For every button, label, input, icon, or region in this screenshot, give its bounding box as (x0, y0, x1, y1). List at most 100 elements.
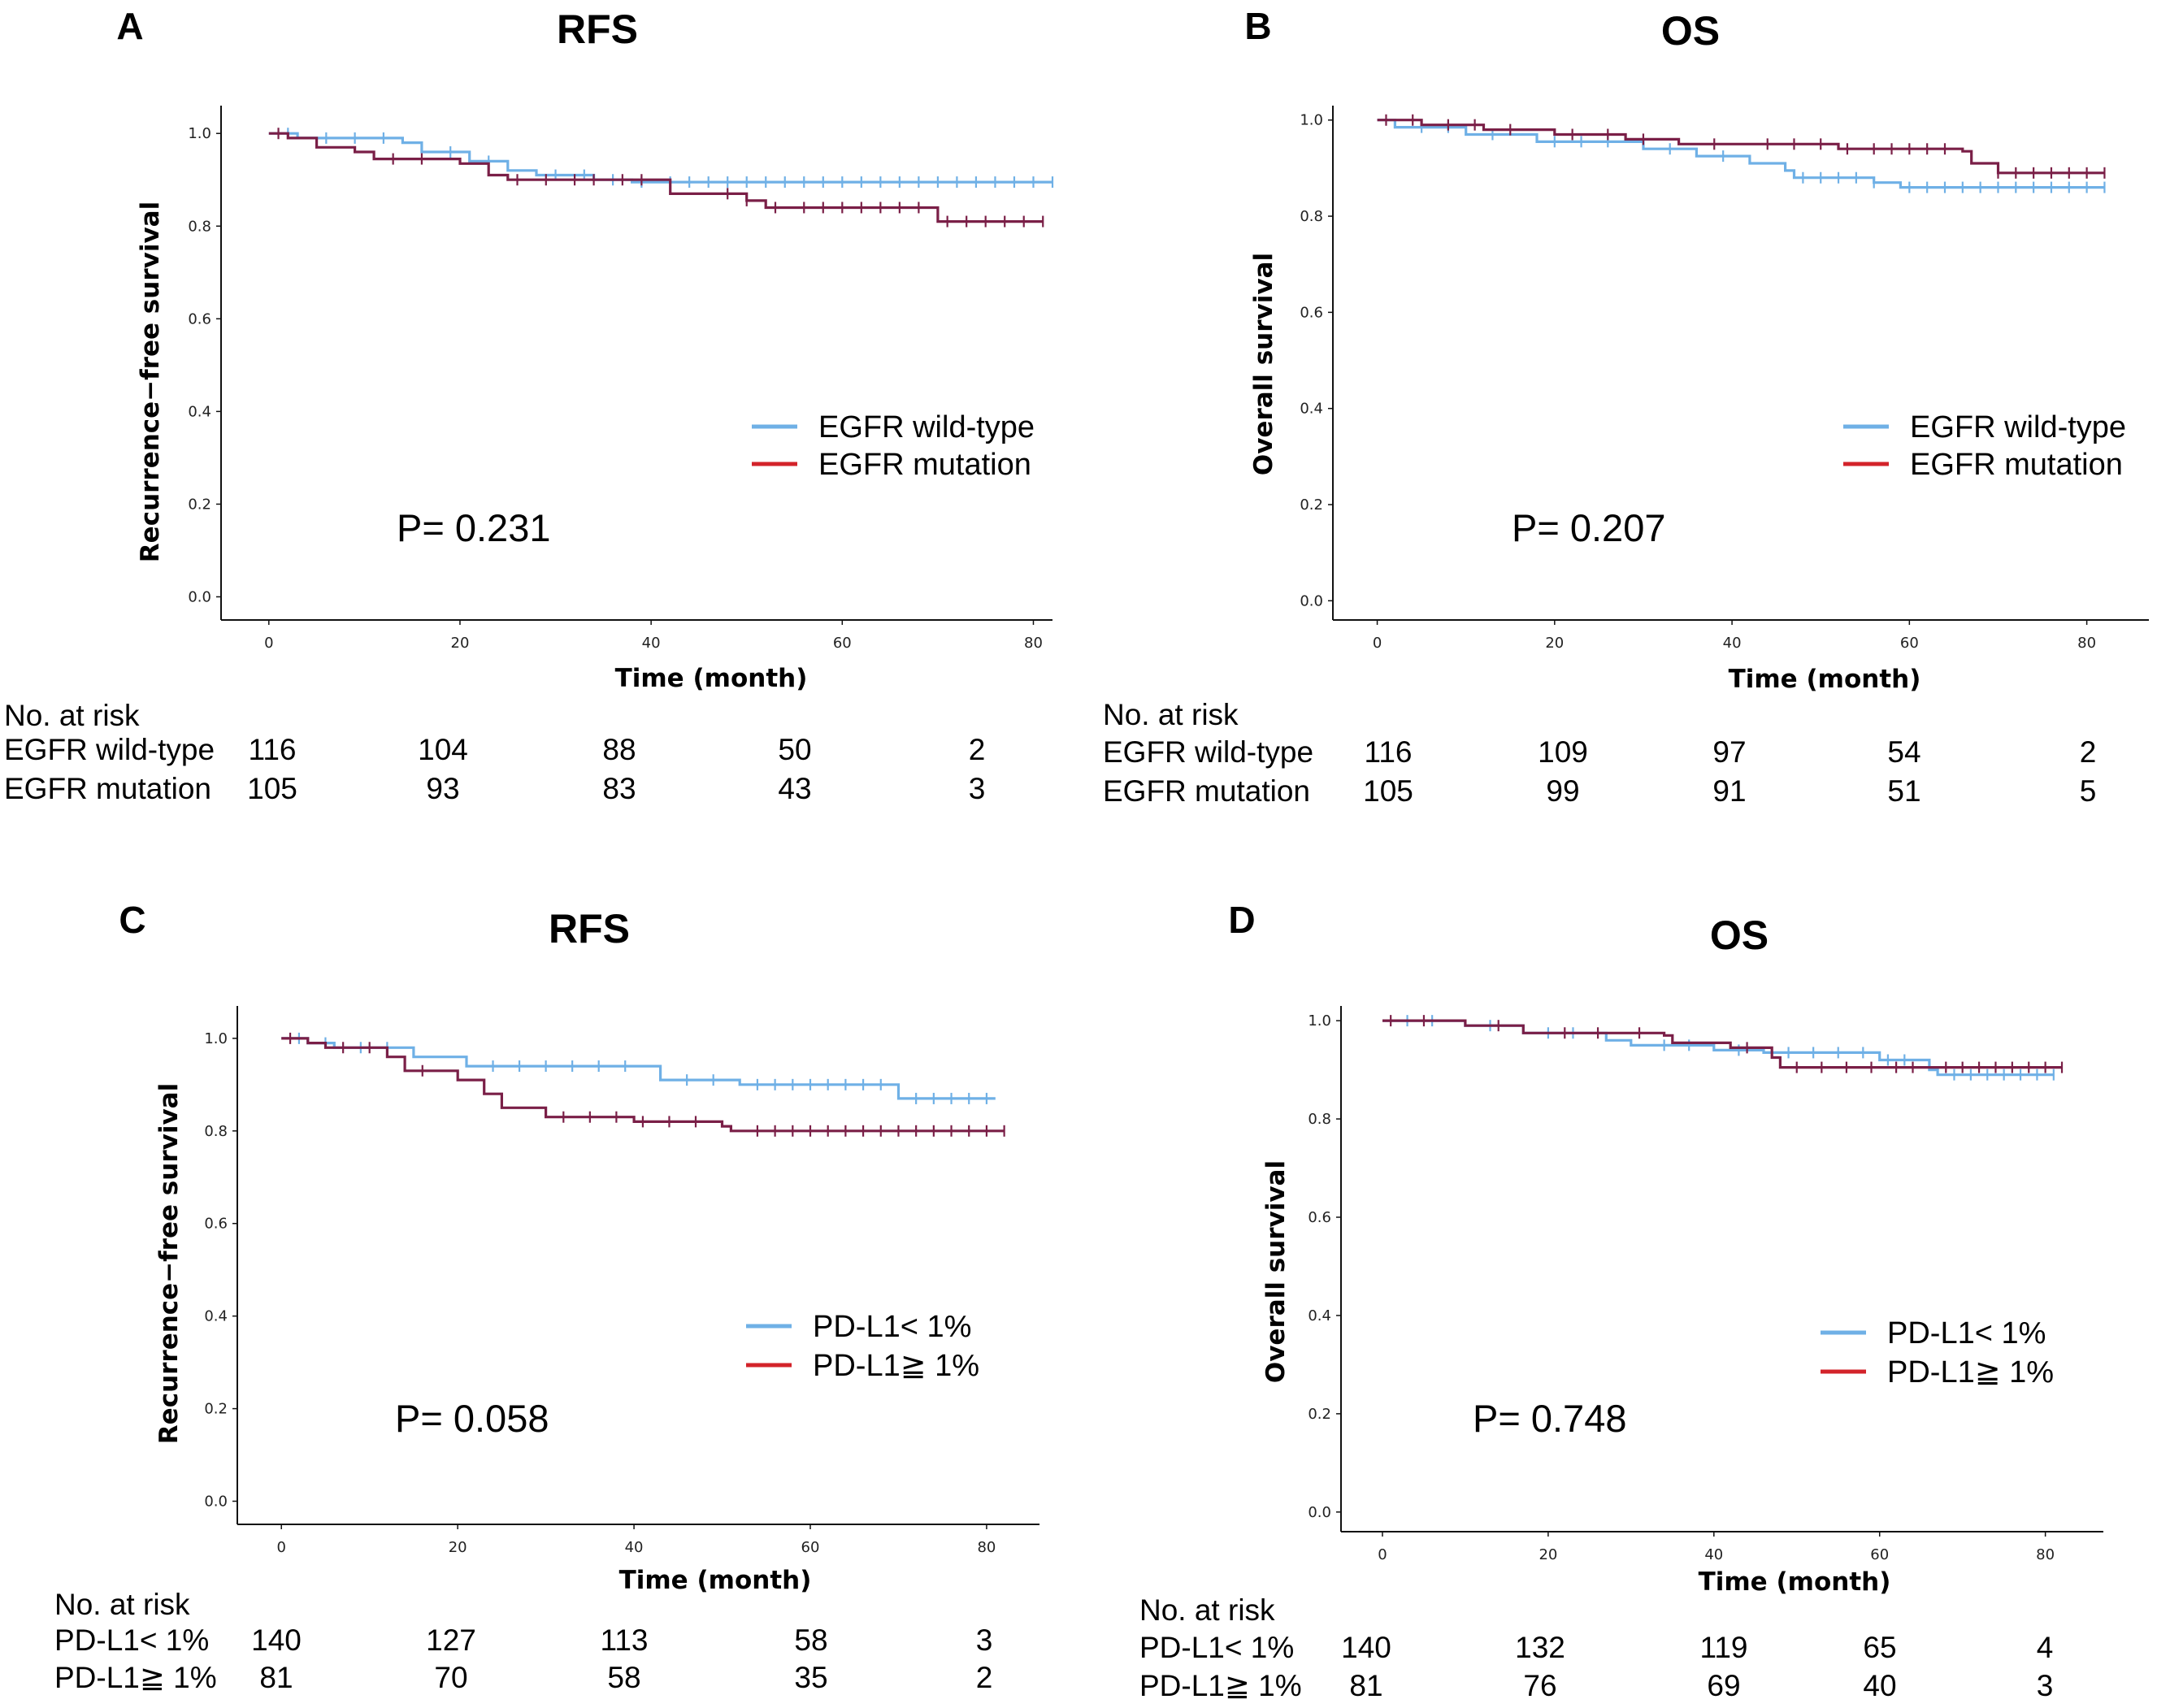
x-tick-label: 60 (1900, 635, 1919, 652)
risk-value: 81 (259, 1661, 293, 1694)
x-tick-label: 80 (1024, 635, 1043, 652)
x-tick-label: 40 (625, 1539, 644, 1556)
legend-label-1: EGFR wild-type (818, 410, 1035, 444)
x-tick-label: 60 (801, 1539, 820, 1556)
risk-value: 5 (2080, 774, 2097, 808)
series-line-2 (1382, 1019, 2062, 1069)
panel-b: B OS 0.0 0.2 0.4 0.6 0.8 1.0 0 20 40 60 80 Time (mont… (1103, 5, 2149, 808)
risk-value: 3 (976, 1623, 993, 1657)
x-tick-label: 0 (277, 1539, 286, 1556)
series-line-2 (268, 132, 1044, 223)
y-tick-label: 0.6 (1308, 1209, 1331, 1226)
panel-title: OS (1661, 8, 1720, 54)
risk-value: 105 (247, 772, 297, 805)
legend-label-2: EGFR mutation (818, 448, 1031, 482)
risk-value: 43 (778, 772, 811, 805)
y-axis-label: Recurrence−free survival (136, 202, 165, 562)
legend-label-2: PD-L1≧ 1% (813, 1349, 979, 1383)
risk-value: 140 (1341, 1631, 1391, 1664)
risk-value: 119 (1700, 1631, 1748, 1664)
y-tick-label: 0.8 (188, 218, 211, 235)
risk-value: 50 (778, 733, 811, 766)
risk-value: 97 (1712, 735, 1746, 769)
y-tick-label: 0.6 (204, 1216, 228, 1233)
risk-value: 69 (1707, 1669, 1740, 1702)
y-tick-label: 1.0 (188, 125, 211, 142)
x-tick-label: 20 (1545, 635, 1564, 652)
risk-value: 70 (434, 1661, 467, 1694)
x-axis-label: Time (month) (619, 1566, 812, 1595)
risk-row-label: EGFR mutation (4, 772, 211, 805)
panel-letter: D (1228, 899, 1255, 941)
x-tick-label: 60 (833, 635, 852, 652)
y-tick-label: 0.2 (1300, 496, 1323, 514)
panel-letter: B (1244, 5, 1271, 47)
x-axis-label: Time (month) (1699, 1567, 1891, 1597)
x-tick-label: 0 (1378, 1546, 1387, 1563)
risk-value: 109 (1538, 735, 1588, 769)
risk-value: 51 (1887, 774, 1920, 808)
risk-value: 54 (1887, 735, 1920, 769)
y-tick-label: 0.8 (1308, 1111, 1331, 1128)
x-tick-label: 40 (642, 635, 661, 652)
risk-table: No. at risk EGFR wild-type 116 109 97 54 2 EGFR… (1103, 698, 2096, 808)
series-line-2 (281, 1037, 1005, 1133)
p-value: P= 0.207 (1512, 506, 1665, 549)
panel-title: RFS (549, 906, 630, 952)
y-tick-label: 0.0 (204, 1493, 228, 1511)
risk-value: 65 (1863, 1631, 1896, 1664)
y-tick-label: 1.0 (204, 1030, 228, 1047)
legend-label-2: PD-L1≧ 1% (1887, 1355, 2054, 1389)
y-axis-label: Recurrence−free survival (154, 1083, 184, 1444)
x-axis-label: Time (month) (615, 664, 808, 693)
risk-value: 35 (794, 1661, 827, 1694)
risk-value: 93 (426, 772, 459, 805)
risk-table: No. at risk PD-L1< 1% 140 132 119 65 4 PD-L1≧ 1… (1139, 1593, 2053, 1702)
x-tick-label: 40 (1704, 1546, 1723, 1563)
x-tick-label: 0 (264, 635, 273, 652)
risk-value: 81 (1349, 1669, 1382, 1702)
risk-value: 140 (251, 1623, 302, 1657)
y-tick-label: 0.0 (1300, 592, 1323, 609)
y-tick-label: 0.8 (204, 1123, 228, 1140)
x-tick-label: 0 (1373, 635, 1382, 652)
y-tick-label: 0.6 (1300, 304, 1323, 321)
y-tick-label: 1.0 (1308, 1012, 1331, 1030)
x-tick-label: 40 (1723, 635, 1742, 652)
risk-value: 116 (1365, 735, 1413, 769)
panel-letter: C (119, 899, 145, 941)
x-axis-label: Time (month) (1729, 665, 1921, 694)
p-value: P= 0.231 (397, 506, 550, 549)
risk-value: 83 (602, 772, 636, 805)
risk-value: 2 (969, 733, 986, 766)
x-tick-label: 60 (1870, 1546, 1889, 1563)
risk-value: 88 (602, 733, 636, 766)
p-value: P= 0.748 (1473, 1397, 1626, 1440)
risk-value: 2 (976, 1661, 993, 1694)
y-tick-label: 0.8 (1300, 208, 1323, 225)
y-axis-label: Overall survival (1261, 1160, 1291, 1383)
risk-value: 127 (426, 1623, 476, 1657)
risk-value: 40 (1863, 1669, 1896, 1702)
y-tick-label: 0.2 (204, 1401, 228, 1418)
panel-a: A RFS 0.0 0.2 0.4 0.6 0.8 1.0 0 20 40 60 80 Time (mon… (4, 5, 1054, 805)
risk-value: 3 (2037, 1669, 2054, 1702)
y-axis-label: Overall survival (1249, 253, 1278, 475)
risk-table-header: No. at risk (1139, 1593, 1275, 1627)
risk-value: 58 (607, 1661, 640, 1694)
risk-value: 3 (969, 772, 986, 805)
x-tick-label: 80 (977, 1539, 996, 1556)
panel-letter: A (116, 5, 143, 47)
x-tick-label: 80 (2077, 635, 2096, 652)
risk-value: 76 (1523, 1669, 1556, 1702)
series-line-2 (1377, 119, 2105, 175)
risk-row-label: PD-L1< 1% (1139, 1631, 1294, 1664)
risk-row-label: PD-L1< 1% (54, 1623, 209, 1657)
x-tick-label: 80 (2036, 1546, 2055, 1563)
risk-value: 4 (2037, 1631, 2054, 1664)
risk-table-header: No. at risk (54, 1588, 190, 1621)
risk-table-header: No. at risk (4, 699, 140, 732)
legend-label-2: EGFR mutation (1910, 448, 2123, 482)
